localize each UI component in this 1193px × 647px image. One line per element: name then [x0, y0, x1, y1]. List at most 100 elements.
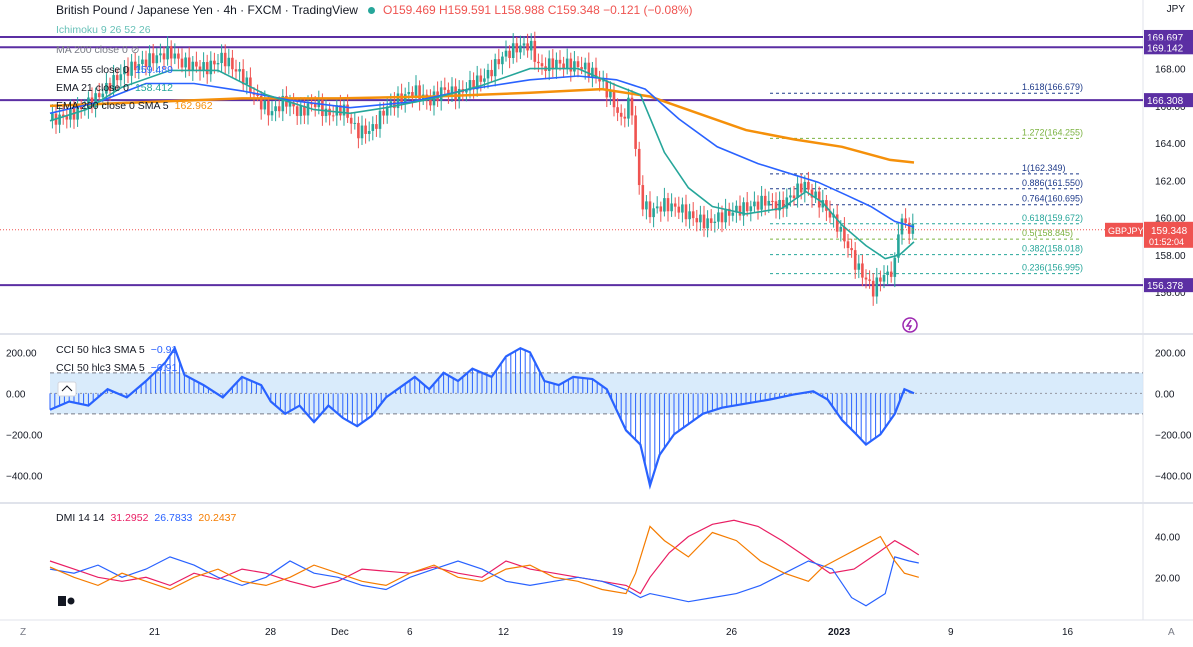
candle-body [360, 125, 364, 139]
cci-tick-label: 0.00 [1155, 389, 1175, 400]
level-price-tag [1144, 278, 1193, 293]
level-price-label: 156.378 [1147, 281, 1184, 292]
candle-body [418, 85, 421, 101]
candle-body [137, 64, 141, 71]
legend-dmi-plus: 31.2952 [110, 512, 149, 524]
candle-body [663, 198, 666, 212]
candle-body [79, 106, 83, 109]
candle-body [652, 208, 655, 218]
price-tick-label: 160.00 [1155, 214, 1186, 225]
candle-body [907, 222, 911, 234]
price-tick-label: 164.00 [1155, 139, 1186, 150]
legend-cci-a[interactable]: CCI 50 hlc3 SMA 5 −0.91 [56, 344, 177, 356]
last-price-tag [1144, 221, 1193, 248]
legend-ema55-label: EMA 55 close 0 [56, 64, 129, 76]
candle-body [162, 53, 166, 60]
fib-level-label: 0.886(161.550) [1022, 178, 1083, 188]
legend-ema55-value: 159.489 [134, 64, 173, 76]
symbol-title[interactable]: British Pound / Japanese Yen · 4h · FXCM… [56, 3, 358, 17]
dmi-series-line [49, 519, 920, 595]
collapse-legend-button [57, 381, 77, 397]
candle-body [670, 203, 673, 212]
candle-body [191, 61, 195, 71]
candle-body [76, 106, 79, 120]
candle-body [645, 201, 648, 210]
candle-body [789, 195, 792, 198]
candle-body [504, 50, 508, 57]
price-tick-label: 158.00 [1155, 251, 1186, 262]
candle-body [778, 199, 781, 211]
candle-body [180, 58, 184, 68]
candle-body [58, 114, 61, 125]
candle-body [583, 62, 587, 70]
candle-body [666, 198, 670, 212]
currency-unit[interactable]: JPY [1166, 4, 1185, 15]
candle-body [781, 199, 785, 209]
candle-body [846, 241, 850, 249]
candle-body [814, 191, 817, 198]
candle-body [547, 58, 551, 71]
candle-body [321, 100, 324, 117]
candle-body [537, 61, 540, 64]
candle-body [825, 200, 828, 211]
legend-cci-b[interactable]: CCI 50 hlc3 SMA 5 −0.91 [56, 362, 177, 374]
candle-body [735, 205, 738, 213]
candle-body [263, 100, 267, 110]
auto-scale-icon: A [1168, 627, 1175, 638]
cci-tick-label: −400.00 [1155, 471, 1192, 482]
candle-body [133, 61, 137, 71]
price-tick-label: 166.00 [1155, 102, 1186, 113]
candle-body [234, 69, 238, 72]
candle-body [594, 67, 598, 78]
eye-slash-icon[interactable]: ⊘ [130, 44, 140, 56]
candle-body [148, 53, 151, 67]
candle-body [313, 103, 317, 108]
candle-body [853, 250, 857, 270]
dmi-tick-label: 20.00 [1155, 573, 1180, 584]
legend-cci-b-value: −0.91 [150, 362, 178, 374]
cci-tick-label: 200.00 [1155, 348, 1186, 359]
legend-dmi[interactable]: DMI 14 14 31.2952 26.7833 20.2437 [56, 512, 236, 524]
candle-body [673, 203, 677, 207]
candle-body [292, 102, 295, 107]
candle-body [115, 75, 119, 81]
candle-body [771, 200, 774, 202]
candle-body [562, 63, 565, 69]
legend-ma200[interactable]: MA 200 close 0 ⊘ [56, 44, 140, 56]
dmi-series-line [49, 556, 919, 607]
candle-body [623, 116, 627, 119]
candle-body [483, 78, 486, 82]
legend-ema21-value: 158.412 [134, 82, 173, 94]
candle-body [141, 59, 144, 65]
candle-body [65, 116, 69, 120]
legend-ema55[interactable]: EMA 55 close 0 159.489 [56, 64, 173, 76]
legend-cci-a-value: −0.91 [150, 344, 178, 356]
candle-body [238, 69, 241, 72]
candle-body [655, 206, 659, 209]
candle-body [349, 117, 353, 124]
candle-body [601, 80, 605, 82]
candle-body [511, 43, 515, 58]
legend-ema200-value: 162.962 [174, 100, 213, 112]
candle-body [213, 60, 216, 65]
candle-body [774, 201, 778, 211]
legend-ema200[interactable]: EMA 200 close 0 SMA 5 162.962 [56, 100, 213, 112]
candle-body [529, 40, 533, 51]
candle-body [893, 257, 897, 277]
candle-body [889, 271, 893, 277]
time-tick-label: 19 [612, 627, 624, 638]
candle-body [198, 66, 202, 71]
candle-body [677, 206, 681, 213]
candle-body [94, 93, 97, 108]
candle-body [447, 89, 450, 95]
candle-body [713, 221, 717, 224]
candle-body [465, 90, 468, 93]
legend-ema21[interactable]: EMA 21 close 0 158.412 [56, 82, 173, 94]
candle-body [753, 201, 756, 207]
legend-ichimoku[interactable]: Ichimoku 9 26 52 26 [56, 24, 151, 36]
candle-body [151, 53, 155, 64]
chart-header: British Pound / Japanese Yen · 4h · FXCM… [56, 3, 693, 17]
candle-body [627, 97, 630, 119]
candle-body [367, 131, 371, 134]
candle-body [637, 148, 641, 186]
